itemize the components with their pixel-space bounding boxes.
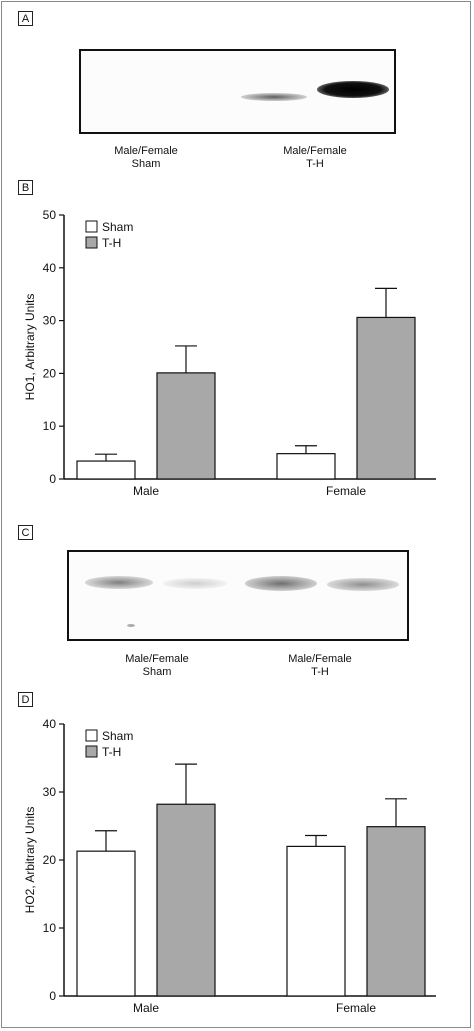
blot-band: [241, 93, 307, 101]
western-blot-c: [67, 550, 409, 641]
bar-th-female: [366, 826, 426, 997]
lane-label-line1: Male/Female: [114, 145, 178, 157]
legend-label-sham: Sham: [102, 220, 133, 234]
legend-swatch-th: [85, 745, 98, 758]
bar-th-male: [156, 372, 216, 480]
y-tick-label: 10: [43, 921, 57, 935]
legend-swatch-sham: [85, 729, 98, 742]
legend-label-th: T-H: [102, 236, 121, 250]
lane-label-line1: Male/Female: [288, 653, 352, 665]
y-tick-label: 0: [49, 989, 56, 1003]
y-tick-label: 40: [43, 261, 57, 275]
panel-b-letter: B: [18, 180, 33, 195]
blot-c-lane-label-th: Male/Female T-H: [265, 653, 375, 679]
blot-band: [317, 81, 389, 98]
lane-label-line2: T-H: [311, 666, 329, 678]
blot-band: [163, 578, 227, 589]
legend-swatch-th: [85, 236, 98, 249]
panel-d-letter: D: [18, 692, 33, 707]
bar-sham-male: [76, 460, 136, 480]
western-blot-a: [79, 49, 396, 134]
blot-speck: [127, 624, 135, 627]
blot-band: [85, 576, 153, 589]
y-tick-label: 30: [43, 785, 57, 799]
y-axis-label: HO2, Arbitrary Units: [23, 807, 37, 914]
bar-sham-male: [76, 850, 136, 997]
panel-c-letter: C: [18, 525, 33, 540]
bar-sham-female: [286, 845, 346, 997]
blot-band: [245, 576, 317, 591]
y-tick-label: 0: [49, 472, 56, 486]
lane-label-line1: Male/Female: [283, 145, 347, 157]
x-category-label: Male: [133, 484, 159, 498]
blot-c-lane-label-sham: Male/Female Sham: [102, 653, 212, 679]
bar-th-male: [156, 803, 216, 997]
lane-label-line2: Sham: [131, 158, 161, 170]
blot-band: [327, 578, 399, 591]
x-category-label: Female: [326, 484, 366, 498]
lane-label-line2: Sham: [142, 666, 172, 678]
y-tick-label: 10: [43, 419, 57, 433]
bar-th-female: [356, 316, 416, 480]
bar-sham-female: [276, 453, 336, 480]
ho1-bar-chart: 0 10 20 30 40 50 HO1, Arbitrary Units Male Femal…: [23, 208, 436, 498]
y-tick-label: 20: [43, 366, 57, 380]
blot-a-lane-label-sham: Male/Female Sham: [91, 145, 201, 171]
x-category-label: Female: [336, 1001, 376, 1015]
y-tick-label: 30: [43, 314, 57, 328]
ho2-bar-chart: 0 10 20 30 40 HO2, Arbitrary Units Male Female S…: [23, 717, 436, 1015]
legend-label-th: T-H: [102, 745, 121, 759]
y-tick-label: 40: [43, 717, 57, 731]
lane-label-line2: T-H: [306, 158, 324, 170]
y-tick-label: 50: [43, 208, 57, 222]
lane-label-line1: Male/Female: [125, 653, 189, 665]
y-axis-label: HO1, Arbitrary Units: [23, 294, 37, 401]
legend-label-sham: Sham: [102, 729, 133, 743]
panel-a-letter: A: [18, 11, 33, 26]
blot-a-lane-label-th: Male/Female T-H: [260, 145, 370, 171]
legend-swatch-sham: [85, 220, 98, 233]
x-category-label: Male: [133, 1001, 159, 1015]
y-tick-label: 20: [43, 853, 57, 867]
